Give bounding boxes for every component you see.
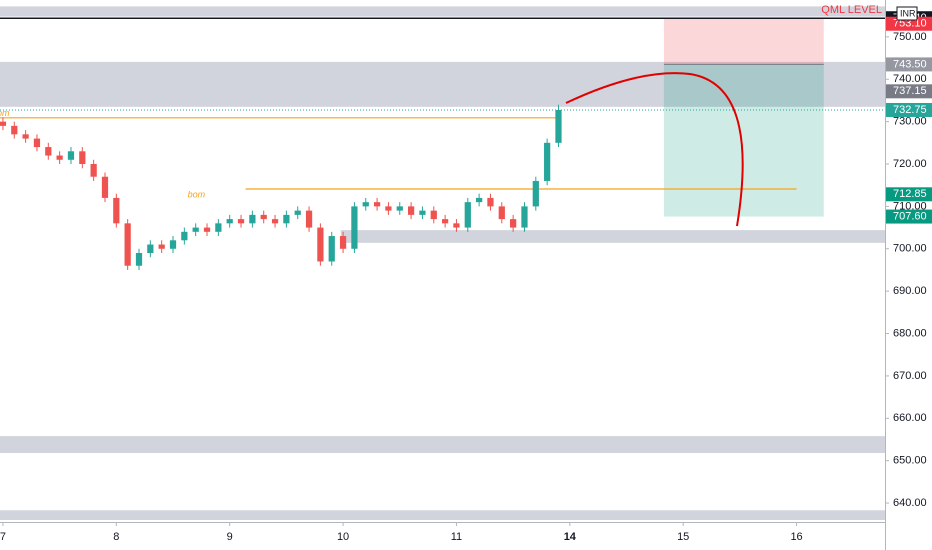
candle-body [22,134,29,139]
y-tick-label: 710.00 [893,200,927,212]
y-tick-label: 680.00 [893,327,927,339]
stop-zone [663,18,824,65]
candle-body [215,223,222,232]
y-tick-label: 750.00 [893,31,927,43]
candle-body [79,151,86,165]
candle-body [407,206,415,215]
curve-drawing [565,72,744,227]
level-label: bom [188,189,206,199]
candle-body [90,164,97,177]
price-label-box [886,57,932,72]
y-tick-label: 700.00 [893,243,927,255]
x-tick-label: 7 [0,531,6,543]
price-label: 737.15 [893,85,927,97]
candle-body [453,223,460,228]
y-tick-label: 650.00 [893,455,927,467]
candle-body [419,210,426,215]
candle-body [33,138,41,148]
candle-body [181,231,188,241]
candle-body [317,227,324,262]
candle-body [464,202,471,228]
candle-body [385,206,392,211]
candle-body [430,210,437,220]
zone [0,436,885,454]
candle-body [271,219,279,224]
price-label-box [886,102,932,117]
zone [340,230,885,243]
candle-body [328,236,335,262]
y-tick-label: 740.00 [893,73,927,85]
x-tick-label: 10 [337,531,349,543]
candle-body [555,109,562,143]
candle-body [67,151,75,160]
price-label: 732.75 [893,104,927,116]
candle-body [192,227,199,232]
annotation: QML LEVEL [821,4,882,16]
candle-body [147,244,154,254]
candle-body [544,142,551,181]
candle-body [249,214,256,224]
candle-body [351,206,358,249]
candle-body [283,214,290,224]
candle-body [113,197,120,224]
candle-body [101,176,109,198]
y-tick-label: 720.00 [893,158,927,170]
x-tick-label: 8 [113,531,119,543]
y-tick-label: 640.00 [893,497,927,509]
candle-body [226,219,233,224]
x-tick-label: 14 [564,531,577,543]
candle-body [203,227,211,232]
y-tick-label: 690.00 [893,285,927,297]
zone [0,6,885,17]
currency-box [896,6,918,21]
candle-body [0,121,7,126]
candle-body [532,180,539,207]
x-tick-label: 16 [790,531,802,543]
price-label-box [886,84,932,99]
candle-body [498,206,505,220]
price-label: 707.60 [893,210,927,222]
candle-body [305,210,313,228]
y-tick-label: 730.00 [893,116,927,128]
candle-body [169,240,177,249]
zone [0,510,885,520]
candle-body [11,125,18,135]
candle-body [396,206,403,211]
candle-body [135,253,143,266]
price-label-box [886,187,932,202]
candle-body [158,244,165,249]
candle-body [237,219,245,224]
x-tick-label: 15 [677,531,689,543]
candle-body [362,202,369,207]
candle-body [45,147,52,156]
y-tick-label: 670.00 [893,370,927,382]
level-label: bom [0,108,10,118]
candle-body [260,214,267,220]
candle-body [510,219,517,228]
candle-body [487,197,494,207]
price-label: 743.50 [893,58,927,70]
candle-body [476,197,483,203]
candle-body [339,236,347,249]
candle-body [441,219,449,224]
x-tick-label: 11 [451,531,462,543]
price-label: 753.10 [893,18,927,30]
candle-body [294,210,301,215]
zone [0,61,885,107]
candle-body [56,155,63,160]
candle-body [373,202,381,207]
currency-label: INR [900,8,916,18]
candle-body [521,206,528,228]
price-label: 712.85 [893,188,927,200]
price-label-box [886,209,932,224]
target-zone [663,64,824,217]
x-tick-label: 9 [227,531,233,543]
y-tick-label: 660.00 [893,412,927,424]
candle-body [124,223,131,266]
plot-area: bom bom [0,6,885,520]
